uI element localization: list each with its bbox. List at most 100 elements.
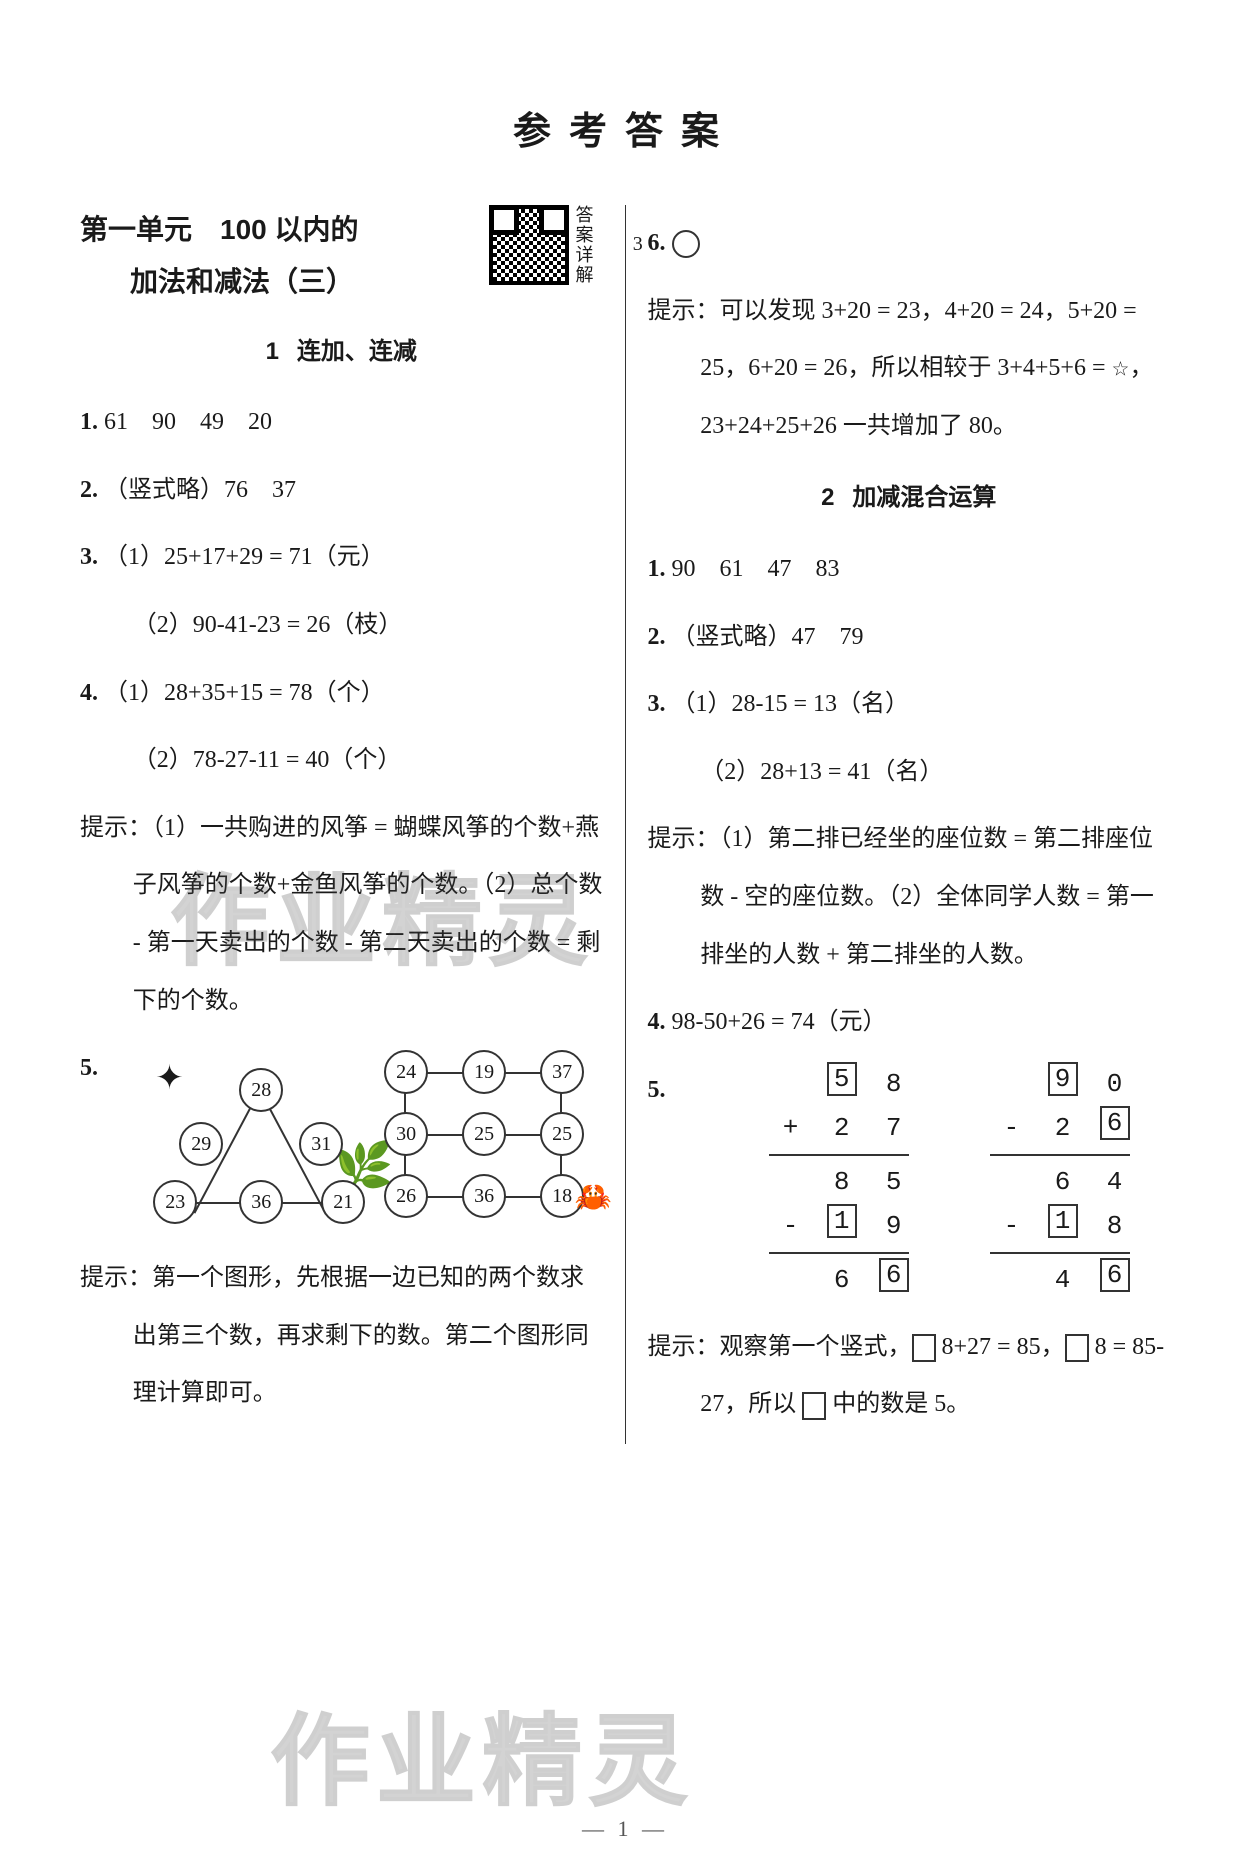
right-hint5: 提示：观察第一个竖式， 8+27 = 85， 8 = 85-27，所以 中的数是… (648, 1319, 1171, 1434)
vcell: 2 (827, 1106, 857, 1150)
node: 30 (384, 1112, 428, 1156)
left-q2: 2. （竖式略）76 37 (80, 462, 603, 520)
vrow: -19 (769, 1204, 909, 1248)
section-2-num: 2 (821, 484, 834, 511)
node: 29 (179, 1122, 223, 1166)
q-text: （1）25+17+29 = 71（元） (104, 544, 385, 570)
q-text: （1）28-15 = 13（名） (672, 691, 910, 717)
vcell: 4 (1048, 1258, 1078, 1302)
circled-answer: 3 (672, 230, 700, 258)
right-column: 6. 3 提示：可以发现 3+20 = 23，4+20 = 24，5+20 = … (626, 205, 1171, 1444)
left-hint1: 提示：（1）一共购进的风筝 = 蝴蝶风筝的个数+燕子风筝的个数+金鱼风筝的个数。… (80, 800, 603, 1030)
vrow: 46 (990, 1258, 1130, 1302)
right-q2: 2. （竖式略）47 79 (648, 609, 1171, 667)
q-label: 6. (648, 230, 666, 256)
hint-text-a: 可以发现 3+20 = 23，4+20 = 24，5+20 = 25，6+20 … (700, 298, 1136, 382)
q-label: 4. (648, 1009, 666, 1035)
op: - (1004, 1204, 1026, 1248)
vcell: 0 (1100, 1062, 1130, 1106)
q-text: （1）28+35+15 = 78（个） (104, 680, 385, 706)
boxed-cell: 6 (1100, 1258, 1130, 1292)
q-text: 61 90 49 20 (104, 409, 272, 435)
watermark-2: 作业精灵 (270, 1680, 694, 1825)
right-hint3: 提示：可以发现 3+20 = 23，4+20 = 24，5+20 = 25，6+… (648, 283, 1171, 456)
hint-text-d: 中的数是 5。 (826, 1391, 970, 1417)
vertical-math-1: 58 +27 85 -19 66 (769, 1062, 909, 1303)
node: 25 (540, 1112, 584, 1156)
left-hint2: 提示：第一个图形，先根据一边已知的两个数求出第三个数，再求剩下的数。第二个图形同… (80, 1250, 603, 1423)
hint-text-a: 观察第一个竖式， (720, 1334, 912, 1360)
q-text: （竖式略）47 79 (672, 624, 864, 650)
vertical-math-2: 90 -26 64 -18 46 (990, 1062, 1130, 1303)
vrow: -26 (990, 1106, 1130, 1150)
q-text: （2）90-41-23 = 26（枝） (133, 612, 403, 638)
q-label: 1. (648, 556, 666, 582)
hint-label: 提示： (648, 826, 720, 852)
vrow: 58 (769, 1062, 909, 1106)
vrow: 66 (769, 1258, 909, 1302)
right-hint4: 提示：（1）第二排已经坐的座位数 = 第二排座位数 - 空的座位数。（2）全体同… (648, 811, 1171, 984)
q-label: 3. (80, 544, 98, 570)
left-column: 第一单元 100 以内的 加法和减法（三） 答案详解 1连加、连减 1. 61 … (80, 205, 626, 1444)
page: 参考答案 第一单元 100 以内的 加法和减法（三） 答案详解 1连加、连减 1… (0, 0, 1250, 1870)
vrow: 85 (769, 1160, 909, 1204)
vcell: 4 (1100, 1160, 1130, 1204)
boxed-cell: 6 (1100, 1106, 1130, 1140)
vrow: 64 (990, 1160, 1130, 1204)
q-label: 1. (80, 409, 98, 435)
node: 37 (540, 1050, 584, 1094)
hint-label: 提示： (80, 1265, 152, 1291)
vcell: 6 (1048, 1160, 1078, 1204)
hint-label: 提示： (80, 815, 152, 841)
page-number: — 1 — (0, 1816, 1250, 1842)
section-2-title: 2 加减混合运算 (648, 469, 1171, 527)
q-text: （2）28+13 = 41（名） (700, 759, 943, 785)
boxed-cell: 6 (879, 1258, 909, 1292)
right-q4: 4. 98-50+26 = 74（元） (648, 994, 1171, 1052)
left-q4b: （2）78-27-11 = 40（个） (80, 732, 603, 790)
vrow: +27 (769, 1106, 909, 1150)
q-label: 5. (648, 1062, 666, 1120)
crab-icon: 🦀 (575, 1162, 612, 1234)
vcell: 8 (879, 1062, 909, 1106)
hint-text-b: 8+27 = 85， (936, 1334, 1065, 1360)
hint-text: （1）第二排已经坐的座位数 = 第二排座位数 - 空的座位数。（2）全体同学人数… (700, 826, 1154, 967)
node: 19 (462, 1050, 506, 1094)
qr-label: 答案详解 (573, 205, 593, 285)
inline-box-icon (912, 1334, 936, 1362)
section-1-title: 1 连加、连减 (80, 323, 603, 381)
vrow: 90 (990, 1062, 1130, 1106)
section-1-num: 1 (266, 338, 279, 365)
starfish-icon: ✦ (155, 1038, 199, 1082)
node: 25 (462, 1112, 506, 1156)
triangle-diagram-1: ✦ 28 29 31 23 36 21 (161, 1050, 361, 1230)
diagram-area: ✦ 28 29 31 23 36 21 🌿 🦀 (108, 1040, 603, 1240)
vrow: -18 (990, 1204, 1130, 1248)
boxed-cell: 1 (1048, 1204, 1078, 1238)
boxed-cell: 5 (827, 1062, 857, 1096)
vcell: 2 (1048, 1106, 1078, 1150)
left-q1: 1. 61 90 49 20 (80, 394, 603, 452)
hint-text: （1）一共购进的风筝 = 蝴蝶风筝的个数+燕子风筝的个数+金鱼风筝的个数。（2）… (133, 815, 603, 1014)
section-2-text: 加减混合运算 (852, 484, 996, 511)
star-icon: ☆ (1112, 359, 1130, 381)
left-q4a: 4. （1）28+35+15 = 78（个） (80, 665, 603, 723)
vcell: 9 (879, 1204, 909, 1248)
hint-label: 提示： (648, 1334, 720, 1360)
left-q5: 5. ✦ 28 29 31 23 36 21 (80, 1040, 603, 1240)
right-q1: 1. 90 61 47 83 (648, 541, 1171, 599)
op: - (783, 1204, 805, 1248)
op: + (783, 1106, 805, 1150)
node: 21 (321, 1180, 365, 1224)
hline (769, 1154, 909, 1156)
vcell: 6 (827, 1258, 857, 1302)
vertical-math-wrap: 58 +27 85 -19 66 90 -26 64 -18 (676, 1062, 1171, 1303)
q-label: 2. (80, 477, 98, 503)
left-q3a: 3. （1）25+17+29 = 71（元） (80, 529, 603, 587)
left-q3b: （2）90-41-23 = 26（枝） (80, 597, 603, 655)
section-1-text: 连加、连减 (297, 338, 417, 365)
hint-label: 提示： (648, 298, 720, 324)
node: 23 (153, 1180, 197, 1224)
right-q5: 5. 58 +27 85 -19 66 90 -26 (648, 1062, 1171, 1303)
hline (990, 1154, 1130, 1156)
